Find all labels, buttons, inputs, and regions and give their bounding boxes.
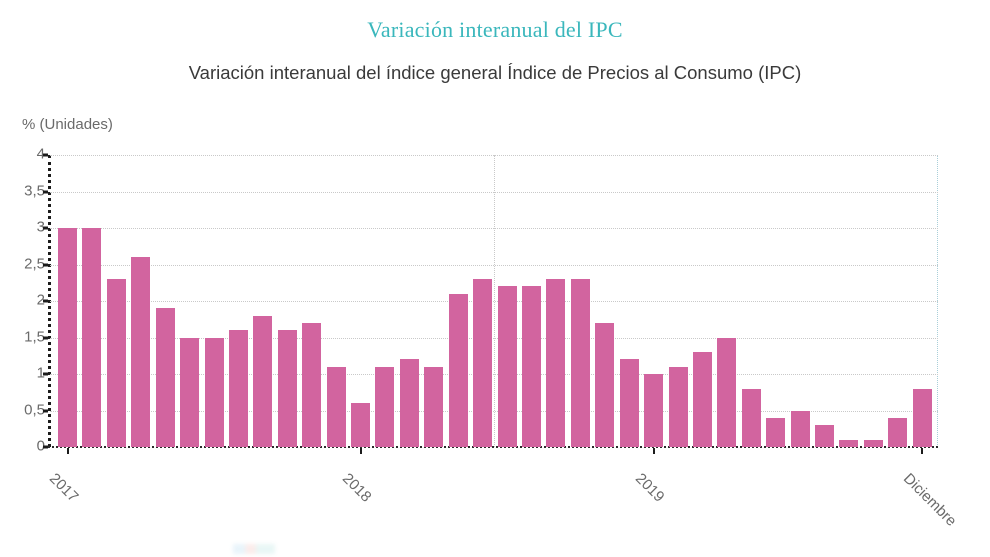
x-tick-label-2019: 2019	[631, 470, 668, 506]
x-tick-mark-2017	[66, 448, 69, 454]
bar-Feb 2017[interactable]	[82, 228, 102, 447]
y-tick-mark-4	[43, 153, 48, 157]
y-tick-mark-1,5	[43, 336, 48, 339]
y-gridline-1,5	[50, 337, 938, 339]
bar-Dic 2018[interactable]	[619, 359, 639, 447]
cutoff-attribution-logo	[233, 544, 275, 554]
bar-Jun 2017[interactable]	[180, 337, 200, 447]
bar-Jul 2019[interactable]	[790, 410, 810, 447]
bar-Nov 2017[interactable]	[302, 322, 322, 447]
x-tick-label-2018: 2018	[338, 470, 375, 506]
x-tick-label-Diciembre: Diciembre	[900, 470, 960, 530]
bar-Oct 2019[interactable]	[863, 439, 883, 447]
y-tick-mark-3	[43, 226, 48, 230]
y-tick-mark-0,5	[43, 409, 48, 412]
bar-May 2018[interactable]	[448, 293, 468, 447]
bar-Jul 2017[interactable]	[204, 337, 224, 447]
bar-Sep 2018[interactable]	[546, 279, 566, 447]
bar-Mar 2017[interactable]	[106, 279, 126, 447]
bar-Ene 2017[interactable]	[58, 228, 77, 447]
y-tick-label-1: 1	[36, 364, 45, 382]
bar-Sep 2017[interactable]	[253, 315, 273, 447]
y-tick-label-2,5: 2,5	[24, 255, 45, 273]
bar-Oct 2017[interactable]	[277, 330, 297, 447]
x-tick-mark-2019	[652, 448, 655, 454]
y-gridline-4	[50, 155, 938, 156]
y-tick-mark-2,5	[43, 263, 48, 266]
y-tick-mark-3,5	[43, 190, 48, 193]
bar-Abr 2018[interactable]	[424, 366, 444, 447]
bar-Jun 2019[interactable]	[766, 417, 786, 447]
bar-Dic 2019[interactable]	[912, 388, 932, 447]
y-tick-label-0,5: 0,5	[24, 401, 45, 419]
bar-Ene 2019[interactable]	[644, 374, 664, 447]
bar-Ene 2018[interactable]	[351, 403, 371, 447]
y-tick-label-1,5: 1,5	[24, 328, 45, 346]
y-axis-unit-label: % (Unidades)	[22, 116, 113, 133]
bar-Ago 2017[interactable]	[228, 330, 248, 447]
plot-area: 0 0,5 1 1,5 2 2,5 3 3,5 4 2017 2018 2019 Diciembre	[24, 146, 960, 530]
bar-May 2019[interactable]	[741, 388, 761, 447]
bar-Nov 2019[interactable]	[888, 417, 908, 447]
bar-Feb 2019[interactable]	[668, 366, 688, 447]
bar-May 2017[interactable]	[155, 308, 175, 447]
bar-Ago 2019[interactable]	[815, 425, 835, 447]
x-tick-label-2017: 2017	[45, 470, 82, 506]
bar-Sep 2019[interactable]	[839, 439, 859, 447]
bar-Dic 2017[interactable]	[326, 366, 346, 447]
y-gridline-3	[50, 228, 938, 229]
y-tick-mark-0	[43, 445, 48, 449]
x-tick-mark-Diciembre	[921, 448, 924, 454]
y-tick-label-3,5: 3,5	[24, 182, 45, 200]
bar-Ago 2018[interactable]	[521, 286, 541, 447]
y-gridline-0,5	[50, 410, 938, 412]
y-gridline-3,5	[50, 191, 938, 193]
x-tick-mark-2018	[359, 448, 362, 454]
y-tick-label-4: 4	[36, 145, 45, 163]
y-gridline-2	[50, 301, 938, 302]
bar-Jul 2018[interactable]	[497, 286, 517, 447]
y-gridline-1	[50, 374, 938, 375]
bar-Abr 2017[interactable]	[131, 257, 151, 447]
bar-Nov 2018[interactable]	[595, 322, 615, 447]
y-gridline-2,5	[50, 264, 938, 266]
bar-Oct 2018[interactable]	[570, 279, 590, 447]
y-tick-label-0: 0	[36, 437, 45, 455]
bar-Mar 2019[interactable]	[692, 352, 712, 447]
x-axis-baseline	[48, 446, 938, 448]
bar-Abr 2019[interactable]	[717, 337, 737, 447]
y-tick-mark-2	[43, 299, 48, 303]
chart-title: Variación interanual del IPC	[367, 17, 623, 42]
bar-Mar 2018[interactable]	[399, 359, 419, 447]
chart-subtitle: Variación interanual del índice general …	[188, 62, 802, 83]
bar-Jun 2018[interactable]	[473, 279, 493, 447]
y-tick-mark-1	[43, 372, 48, 376]
y-tick-label-3: 3	[36, 218, 45, 236]
y-tick-label-2: 2	[36, 291, 45, 309]
bar-Feb 2018[interactable]	[375, 366, 395, 447]
y-axis-line	[48, 155, 51, 447]
